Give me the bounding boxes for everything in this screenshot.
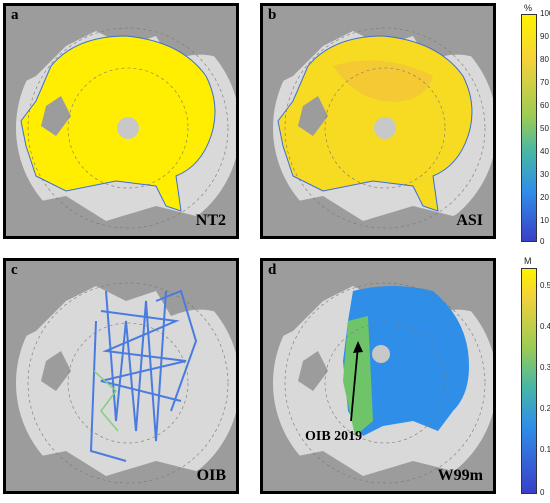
tick: 50: [540, 124, 549, 133]
panel-label: d: [268, 262, 277, 278]
oib-map: [16, 271, 236, 491]
colorbar-percent: [521, 14, 537, 242]
panel-title: NT2: [195, 212, 226, 229]
tick: 0.5: [540, 281, 550, 290]
tick: 100: [540, 9, 550, 18]
tick: 80: [540, 55, 549, 64]
tick: 60: [540, 101, 549, 110]
panel-a-nt2: a NT2: [3, 3, 239, 239]
panel-b-asi: b ASI: [260, 3, 496, 239]
oib-2019-annotation: OIB 2019: [305, 429, 363, 444]
panel-label: c: [11, 262, 18, 278]
tick: 20: [540, 193, 549, 202]
colorbar-top-unit: %: [524, 3, 533, 13]
panel-d-w99m: d W99m OIB 2019: [260, 258, 496, 494]
nt2-map: [16, 16, 236, 236]
panel-title: W99m: [437, 467, 483, 484]
w99m-map: [273, 271, 493, 491]
panel-c-oib: c OIB: [3, 258, 239, 494]
tick: 70: [540, 78, 549, 87]
tick: 30: [540, 170, 549, 179]
tick: 0: [540, 237, 545, 246]
tick: 0: [540, 488, 545, 497]
panel-title: ASI: [456, 212, 483, 229]
tick: 0.4: [540, 322, 550, 331]
tick: 0.2: [540, 404, 550, 413]
colorbar-meters: [521, 268, 537, 494]
tick: 40: [540, 147, 549, 156]
tick: 10: [540, 216, 549, 225]
tick: 0.3: [540, 363, 550, 372]
annotation-arrow: [350, 345, 359, 422]
tick: 90: [540, 32, 549, 41]
panel-label: a: [11, 7, 19, 23]
asi-map: [273, 16, 493, 236]
colorbar-bottom-unit: M: [524, 256, 532, 266]
panel-title: OIB: [196, 467, 226, 484]
tick: 0.1: [540, 445, 550, 454]
panel-label: b: [268, 7, 277, 23]
